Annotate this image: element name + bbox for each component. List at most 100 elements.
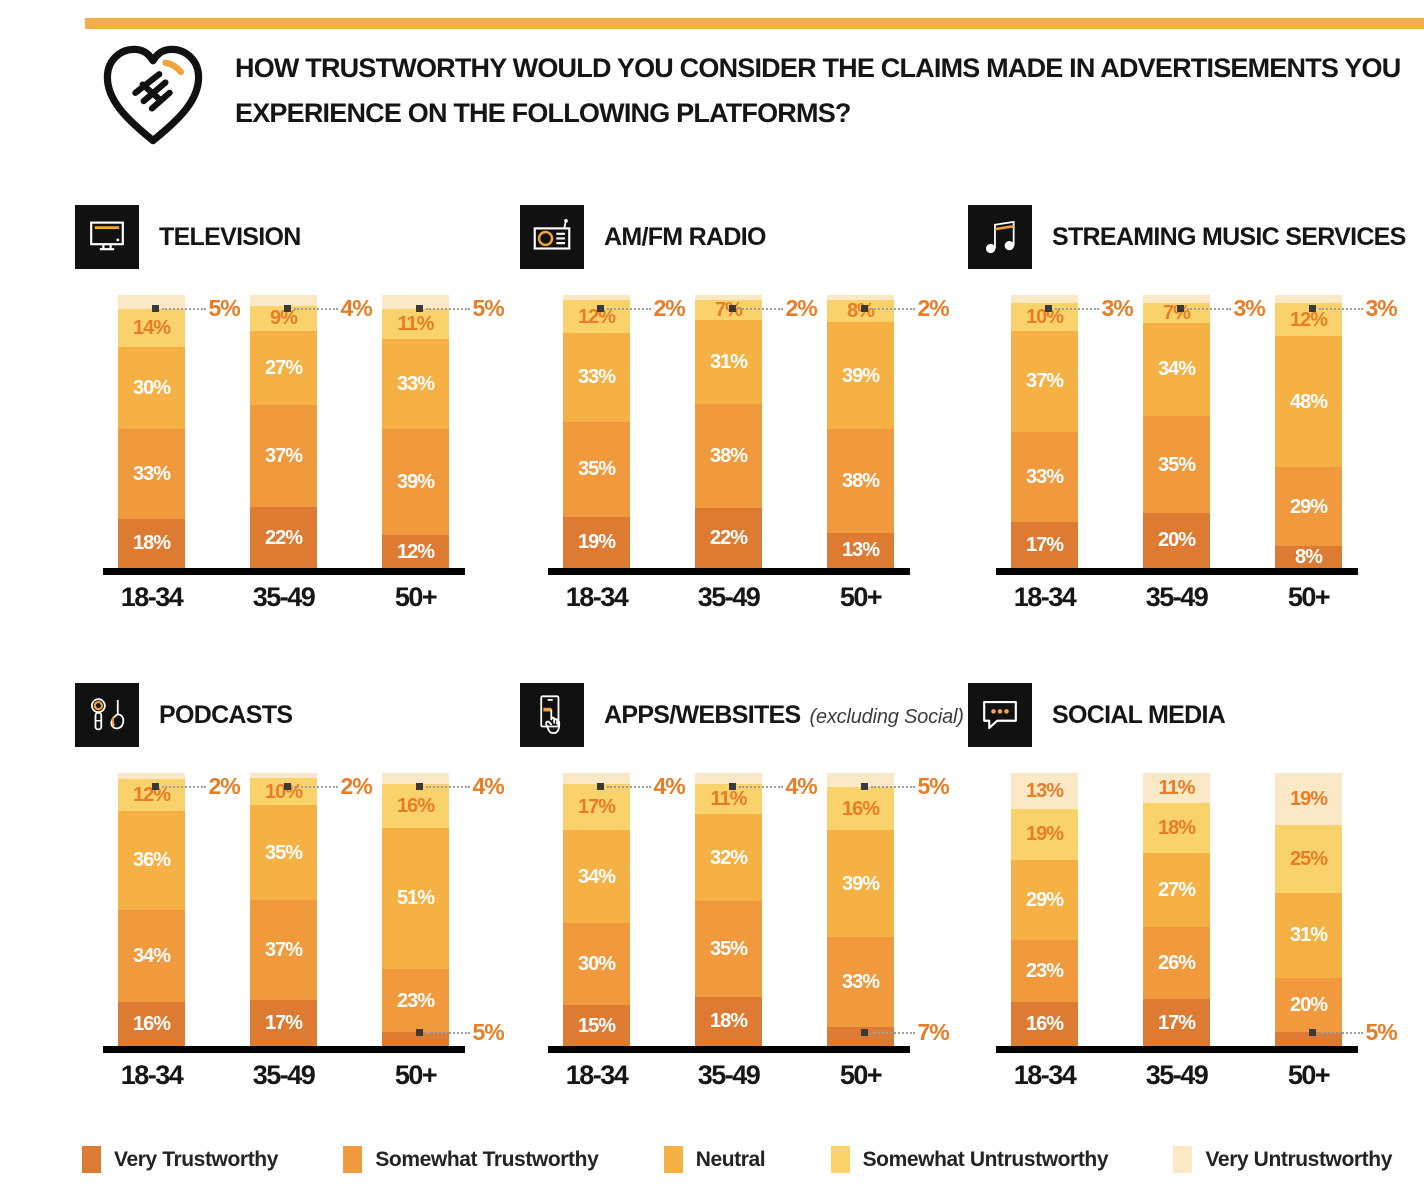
segment-value-label: 13%	[841, 539, 880, 562]
callout-marker-icon	[415, 783, 423, 790]
stacked-bar: 8% 29% 48% 12%	[1275, 295, 1342, 568]
segment-value-label: 33%	[396, 372, 435, 395]
x-axis-line	[996, 568, 1358, 575]
legend-swatch-very-trustworthy	[82, 1146, 101, 1173]
segment-value-label: 51%	[396, 887, 435, 910]
x-axis-line	[996, 1046, 1358, 1053]
bar-segment: 13%	[1011, 773, 1078, 809]
segment-value-label: 22%	[264, 526, 303, 549]
callout-marker-icon	[1308, 305, 1316, 312]
bar: 7% 5% 33% 39% 16%	[827, 773, 950, 1046]
callout-leader-line	[1318, 1031, 1363, 1034]
bar-segment: 33%	[1011, 431, 1078, 522]
bar-segment: 35%	[563, 422, 630, 517]
callout-leader-line	[425, 785, 470, 788]
bar-segment	[695, 773, 762, 784]
bar: 17% 26% 27% 18% 11%	[1143, 773, 1210, 1046]
stacked-bar: 22%38%31%7%	[695, 295, 762, 568]
chart-title: SOCIAL MEDIA	[1052, 700, 1226, 729]
page-title-line-2: EXPERIENCE ON THE FOLLOWING PLATFORMS?	[235, 98, 851, 128]
segment-value-label: 30%	[577, 953, 616, 976]
bar: 2%13%38%39%8%	[827, 295, 950, 568]
segment-value-label: 39%	[841, 872, 880, 895]
bar-segment: 38%	[695, 404, 762, 508]
age-group-label: 50+	[394, 582, 438, 612]
segment-value-label: 36%	[132, 849, 171, 872]
callout-value-label: 3%	[1365, 295, 1398, 321]
bars-row: 4% 15% 30% 34% 17% 4% 18% 35% 32% 11% 7% 5% 33% 39% 16…	[520, 773, 968, 1046]
stacked-bar: 18% 33% 30% 14%	[118, 295, 185, 568]
bar-segment: 32%	[695, 813, 762, 902]
bar-segment: 20%	[1143, 512, 1210, 568]
callout: 5%	[415, 295, 505, 321]
bar-segment: 36%	[118, 811, 185, 910]
bar-segment	[1143, 295, 1210, 304]
charts-grid: TELEVISION 5% 18% 33% 30% 14% 4% 22% 37% 27% 9% 5%…	[75, 205, 1418, 1091]
top-accent-bar	[85, 18, 1424, 29]
bar-segment: 18%	[1143, 803, 1210, 853]
segment-value-label: 35%	[264, 841, 303, 864]
callout-marker-icon	[151, 783, 159, 790]
chart-icon-tile	[520, 205, 584, 269]
callout-marker-icon	[415, 1029, 423, 1036]
bar-segment: 30%	[563, 923, 630, 1006]
bar-segment: 19%	[1011, 808, 1078, 861]
bar-segment: 27%	[250, 330, 317, 406]
bar-segment	[695, 295, 762, 301]
age-group-label: 35-49	[1145, 582, 1209, 612]
chart-title: AM/FM RADIO	[604, 222, 766, 251]
callout: 4%	[596, 773, 686, 799]
bar-segment: 26%	[1143, 927, 1210, 1000]
plot-area: 5% 18% 33% 30% 14% 4% 22% 37% 27% 9% 5% 12% 39% 33% 11…	[75, 295, 520, 613]
callout-value-label: 5%	[208, 295, 241, 321]
stacked-bar: 19% 35% 33% 12%	[563, 295, 630, 568]
callout: 7%	[860, 1019, 950, 1045]
segment-value-label: 8%	[1295, 546, 1323, 569]
bar-segment: 37%	[250, 405, 317, 508]
chart: SOCIAL MEDIA 16% 23% 29% 19% 13% 17% 26% 27% 18%…	[968, 683, 1418, 1091]
bar-segment: 37%	[1011, 330, 1078, 432]
segment-value-label: 34%	[132, 944, 171, 967]
callout-value-label: 7%	[917, 1019, 950, 1045]
stacked-bar: 16% 23% 29% 19% 13%	[1011, 773, 1078, 1046]
bar-segment: 17%	[563, 783, 630, 831]
bar-segment: 35%	[1143, 416, 1210, 513]
bar: 4% 22% 37% 27% 9%	[250, 295, 373, 568]
bar-segment	[382, 773, 449, 785]
callout-value-label: 2%	[208, 773, 241, 799]
segment-value-label: 35%	[1157, 453, 1196, 476]
callout-value-label: 2%	[340, 773, 373, 799]
bar-segment	[118, 295, 185, 309]
bar-segment: 15%	[563, 1005, 630, 1046]
segment-value-label: 18%	[1157, 817, 1196, 840]
chart-header: SOCIAL MEDIA	[968, 683, 1418, 747]
bar-segment: 13%	[827, 532, 894, 568]
bar-segment: 10%	[250, 778, 317, 806]
segment-value-label: 15%	[577, 1014, 616, 1037]
legend-swatch-somewhat-untrustworthy	[830, 1146, 850, 1173]
bar-segment: 29%	[1011, 860, 1078, 940]
bar: 3% 8% 29% 48% 12%	[1275, 295, 1398, 568]
bar: 16% 23% 29% 19% 13%	[1011, 773, 1078, 1046]
bar: 4% 15% 30% 34% 17%	[563, 773, 686, 1046]
category-labels-row: 18-34 35-49 50+	[520, 582, 968, 613]
bar-segment: 34%	[1143, 322, 1210, 417]
bar-segment	[118, 773, 185, 779]
bars-row: 3% 17% 33% 37% 10% 3% 20% 35% 34% 7% 3% 8% 29% 48% 12%	[968, 295, 1418, 568]
callout: 2%	[283, 773, 373, 799]
callout: 5%	[1308, 1021, 1398, 1044]
chart: AM/FM RADIO 2%19%35%33%12%2%22%38%31%7%2…	[520, 205, 968, 613]
bar-segment: 19%	[1275, 773, 1342, 825]
television-icon	[90, 221, 124, 251]
callout-value-label: 4%	[785, 773, 818, 799]
callout-value-label: 5%	[472, 295, 505, 321]
bar-segment: 34%	[563, 830, 630, 924]
segment-value-label: 38%	[709, 445, 748, 468]
apps-websites-icon	[540, 695, 561, 734]
segment-value-label: 11%	[397, 312, 435, 335]
radio-icon	[533, 219, 571, 250]
callout-value-label: 4%	[653, 773, 686, 799]
bar-segment: 33%	[827, 936, 894, 1027]
bar-segment: 22%	[250, 507, 317, 568]
chart-icon-tile	[75, 205, 139, 269]
